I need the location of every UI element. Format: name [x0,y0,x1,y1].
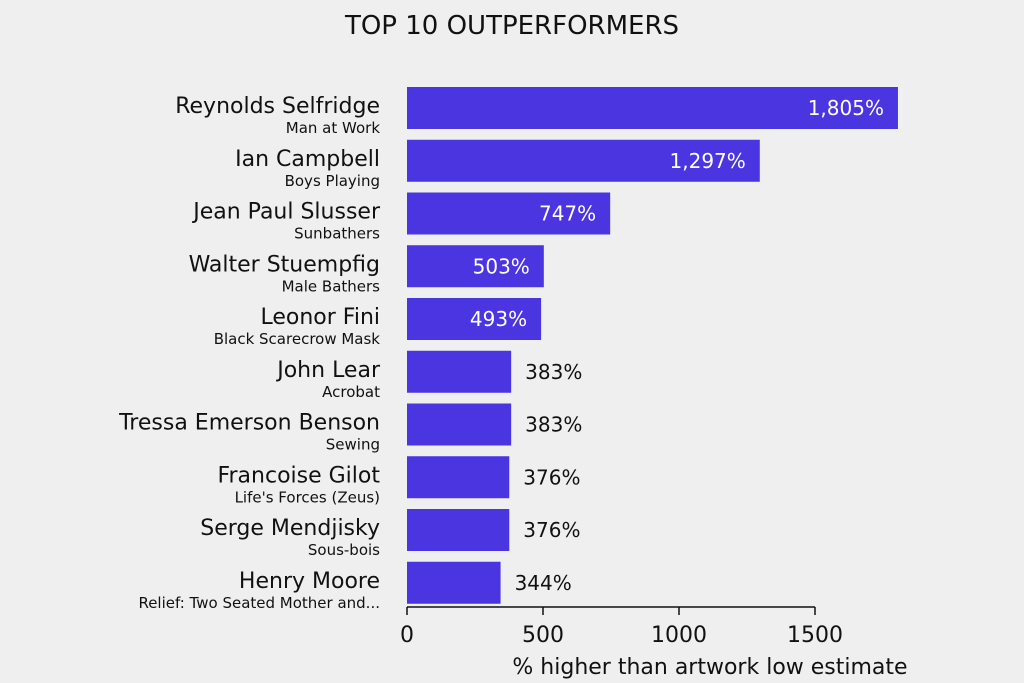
bar-8 [407,456,510,499]
bar-3 [407,192,611,235]
artist-label-1: Reynolds Selfridge [175,94,380,119]
x-tick-label-4: 1500 [787,623,843,648]
artist-label-9: Serge Mendjisky [200,516,380,541]
x-tick-label-3: 1000 [651,623,707,648]
bar-value-label-4: 503% [473,254,530,278]
bar-10 [407,561,501,604]
chart-title: TOP 10 OUTPERFORMERS [344,11,679,41]
artwork-label-8: Life's Forces (Zeus) [235,488,380,506]
artwork-label-2: Boys Playing [285,172,380,190]
bars-group: 1,805% 1,297% 747% 503% 493% 383% 383% 376% 376%… [407,87,898,604]
x-tick-label-1: 0 [400,623,414,648]
artist-label-6: John Lear [275,358,381,383]
bar-value-label-10: 344% [515,571,572,595]
artist-label-4: Walter Stuempfig [189,252,380,277]
bar-value-label-6: 383% [525,360,582,384]
bar-9 [407,509,510,551]
bar-2 [407,139,760,182]
artwork-label-6: Acrobat [322,383,380,401]
bar-5 [407,298,542,340]
bar-7 [407,403,512,446]
bar-value-label-9: 376% [523,518,580,542]
bar-1 [407,87,898,129]
artist-label-3: Jean Paul Slusser [191,200,381,225]
bar-value-label-1: 1,805% [808,96,884,120]
bar-value-label-5: 493% [470,307,527,331]
artwork-label-4: Male Bathers [282,277,381,295]
artist-label-5: Leonor Fini [260,305,380,330]
artwork-label-7: Sewing [326,436,380,454]
artwork-label-9: Sous-bois [308,541,380,559]
bar-4 [407,245,544,288]
artwork-label-1: Man at Work [286,119,381,137]
x-axis: 0 500 1000 1500 [400,606,843,648]
artist-label-8: Francoise Gilot [217,463,380,488]
artwork-label-10: Relief: Two Seated Mother and... [138,594,380,612]
bar-value-label-3: 747% [539,202,596,226]
artist-label-2: Ian Campbell [235,147,380,172]
bar-6 [407,350,512,393]
artist-label-10: Henry Moore [239,569,380,594]
bar-value-label-8: 376% [523,465,580,489]
artist-label-7: Tressa Emerson Benson [118,411,380,436]
bar-value-label-7: 383% [525,413,582,437]
x-tick-label-2: 500 [522,623,564,648]
x-axis-label: % higher than artwork low estimate [512,655,907,680]
artwork-label-3: Sunbathers [294,225,380,243]
bar-value-label-2: 1,297% [670,149,746,173]
artwork-label-5: Black Scarecrow Mask [214,330,381,348]
